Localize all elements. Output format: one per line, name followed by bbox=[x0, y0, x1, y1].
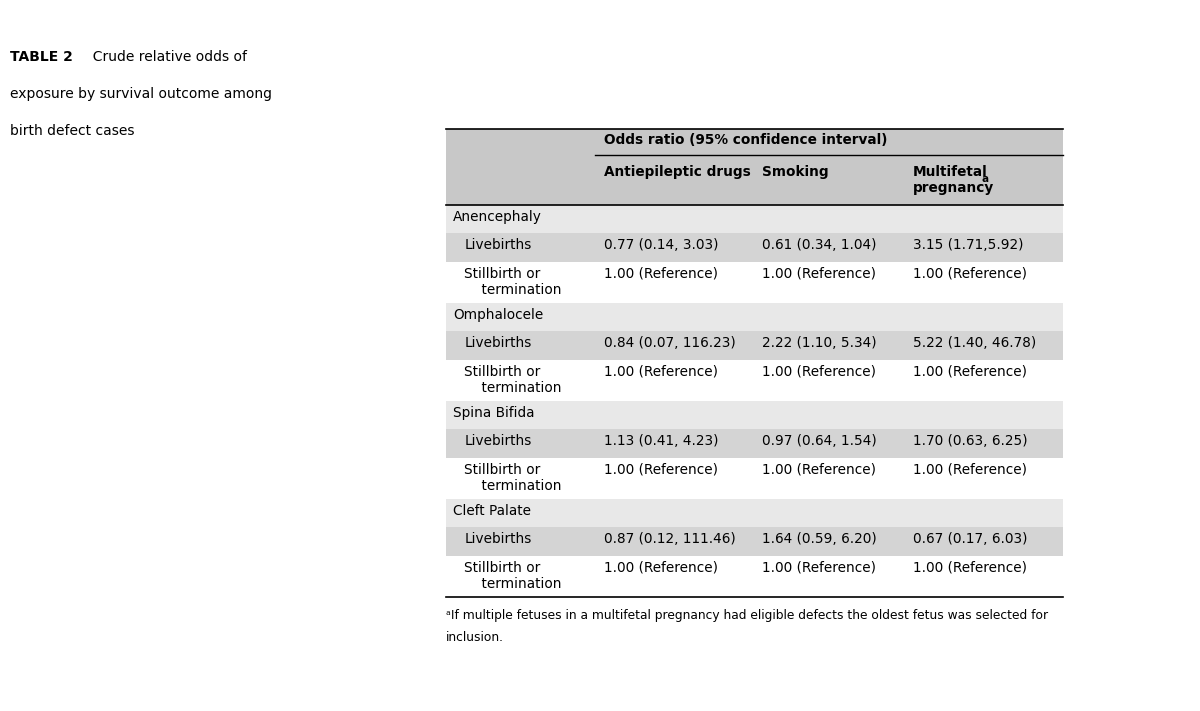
Text: Crude relative odds of: Crude relative odds of bbox=[84, 50, 247, 64]
Text: 1.00 (Reference): 1.00 (Reference) bbox=[913, 463, 1026, 476]
Bar bbox=[445, 233, 1063, 262]
Text: 1.70 (0.63, 6.25): 1.70 (0.63, 6.25) bbox=[913, 434, 1027, 448]
Text: TABLE 2: TABLE 2 bbox=[10, 50, 72, 64]
Text: 3.15 (1.71,5.92): 3.15 (1.71,5.92) bbox=[913, 238, 1024, 252]
Text: Cleft Palate: Cleft Palate bbox=[454, 504, 532, 518]
Bar bbox=[445, 555, 1063, 597]
Bar bbox=[445, 429, 1063, 458]
Text: Stillbirth or
    termination: Stillbirth or termination bbox=[464, 365, 562, 395]
Bar bbox=[445, 458, 1063, 498]
Text: 0.84 (0.07, 116.23): 0.84 (0.07, 116.23) bbox=[604, 336, 736, 350]
Text: 1.64 (0.59, 6.20): 1.64 (0.59, 6.20) bbox=[762, 532, 877, 546]
Text: 0.61 (0.34, 1.04): 0.61 (0.34, 1.04) bbox=[762, 238, 876, 252]
Text: Multifetal
pregnancy: Multifetal pregnancy bbox=[913, 165, 994, 196]
Text: Stillbirth or
    termination: Stillbirth or termination bbox=[464, 463, 562, 493]
Text: 1.00 (Reference): 1.00 (Reference) bbox=[762, 365, 876, 378]
Text: Omphalocele: Omphalocele bbox=[454, 308, 544, 322]
Text: 1.00 (Reference): 1.00 (Reference) bbox=[604, 463, 718, 476]
Text: 1.00 (Reference): 1.00 (Reference) bbox=[913, 365, 1026, 378]
Text: Odds ratio (95% confidence interval): Odds ratio (95% confidence interval) bbox=[604, 134, 887, 147]
Bar bbox=[445, 331, 1063, 360]
Text: Smoking: Smoking bbox=[762, 165, 828, 179]
Text: 1.00 (Reference): 1.00 (Reference) bbox=[762, 267, 876, 281]
Bar bbox=[445, 527, 1063, 555]
Bar bbox=[445, 498, 1063, 527]
Text: Antiepileptic drugs: Antiepileptic drugs bbox=[604, 165, 750, 179]
Text: Spina Bifida: Spina Bifida bbox=[454, 406, 535, 420]
Text: 0.97 (0.64, 1.54): 0.97 (0.64, 1.54) bbox=[762, 434, 877, 448]
Text: birth defect cases: birth defect cases bbox=[10, 124, 134, 138]
Text: 1.00 (Reference): 1.00 (Reference) bbox=[604, 560, 718, 574]
Text: 1.00 (Reference): 1.00 (Reference) bbox=[762, 560, 876, 574]
Text: Livebirths: Livebirths bbox=[464, 532, 532, 546]
Bar bbox=[445, 303, 1063, 331]
Text: a: a bbox=[982, 174, 989, 184]
Bar bbox=[445, 360, 1063, 401]
Text: Livebirths: Livebirths bbox=[464, 238, 532, 252]
Bar bbox=[445, 401, 1063, 429]
Text: 1.00 (Reference): 1.00 (Reference) bbox=[604, 365, 718, 378]
Text: 0.77 (0.14, 3.03): 0.77 (0.14, 3.03) bbox=[604, 238, 719, 252]
Text: 0.87 (0.12, 111.46): 0.87 (0.12, 111.46) bbox=[604, 532, 736, 546]
Bar bbox=[445, 262, 1063, 303]
Text: 1.13 (0.41, 4.23): 1.13 (0.41, 4.23) bbox=[604, 434, 719, 448]
Text: 1.00 (Reference): 1.00 (Reference) bbox=[913, 267, 1026, 281]
Text: Anencephaly: Anencephaly bbox=[454, 210, 542, 224]
Text: 0.67 (0.17, 6.03): 0.67 (0.17, 6.03) bbox=[913, 532, 1027, 546]
Text: 1.00 (Reference): 1.00 (Reference) bbox=[604, 267, 718, 281]
Text: 1.00 (Reference): 1.00 (Reference) bbox=[913, 560, 1026, 574]
Text: 2.22 (1.10, 5.34): 2.22 (1.10, 5.34) bbox=[762, 336, 876, 350]
Text: Livebirths: Livebirths bbox=[464, 336, 532, 350]
Bar bbox=[445, 205, 1063, 233]
Text: ᵃIf multiple fetuses in a multifetal pregnancy had eligible defects the oldest f: ᵃIf multiple fetuses in a multifetal pre… bbox=[445, 609, 1048, 621]
Text: Livebirths: Livebirths bbox=[464, 434, 532, 448]
Text: 5.22 (1.40, 46.78): 5.22 (1.40, 46.78) bbox=[913, 336, 1036, 350]
Bar bbox=[445, 129, 1063, 205]
Text: Stillbirth or
    termination: Stillbirth or termination bbox=[464, 560, 562, 591]
Text: exposure by survival outcome among: exposure by survival outcome among bbox=[10, 87, 271, 101]
Text: 1.00 (Reference): 1.00 (Reference) bbox=[762, 463, 876, 476]
Text: Stillbirth or
    termination: Stillbirth or termination bbox=[464, 267, 562, 296]
Text: inclusion.: inclusion. bbox=[445, 631, 504, 643]
